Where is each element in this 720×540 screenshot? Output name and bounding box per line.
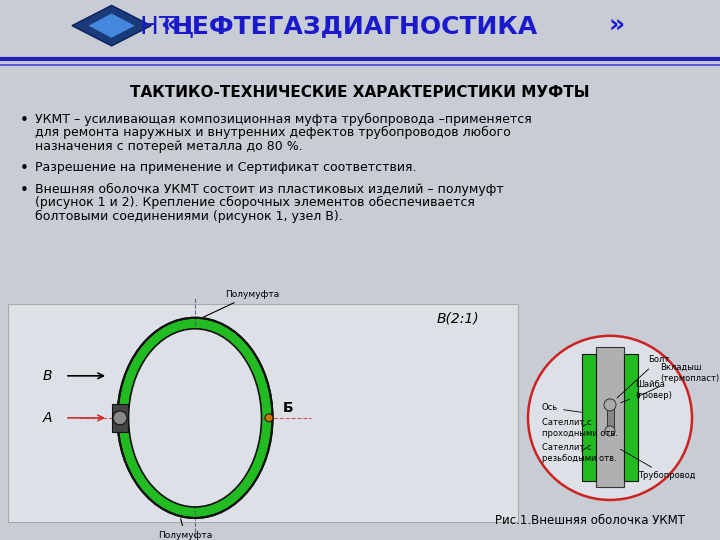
Text: Трубопровод: Трубопровод xyxy=(621,449,696,481)
Text: Внешняя оболочка УКМТ состоит из пластиковых изделий – полумуфт: Внешняя оболочка УКМТ состоит из пластик… xyxy=(35,183,504,195)
Polygon shape xyxy=(72,5,151,46)
Text: для ремонта наружных и внутренних дефектов трубопроводов любого: для ремонта наружных и внутренних дефект… xyxy=(35,126,510,139)
Text: B: B xyxy=(42,369,52,383)
Text: A: A xyxy=(42,411,52,425)
Text: »: » xyxy=(608,14,624,38)
Text: Вкладыш
(термопласт): Вкладыш (термопласт) xyxy=(637,363,719,397)
Text: Полумуфта: Полумуфта xyxy=(158,518,212,540)
Text: ТАКТИКО-ТЕХНИЧЕСКИЕ ХАРАКТЕРИСТИКИ МУФТЫ: ТАКТИКО-ТЕХНИЧЕСКИЕ ХАРАКТЕРИСТИКИ МУФТЫ xyxy=(130,85,590,99)
Polygon shape xyxy=(89,14,135,38)
Circle shape xyxy=(113,411,127,425)
Text: Болт: Болт xyxy=(617,355,670,398)
Ellipse shape xyxy=(119,319,271,517)
Ellipse shape xyxy=(128,329,261,507)
Text: Б: Б xyxy=(283,401,294,415)
Text: Сателлит с
резьбодыми отв.: Сателлит с резьбодыми отв. xyxy=(542,443,616,463)
Circle shape xyxy=(605,426,615,436)
Text: •: • xyxy=(20,183,29,198)
FancyBboxPatch shape xyxy=(112,404,128,432)
FancyBboxPatch shape xyxy=(607,407,614,429)
FancyBboxPatch shape xyxy=(8,303,518,522)
Text: Рис.1.Внешняя оболочка УКМТ: Рис.1.Внешняя оболочка УКМТ xyxy=(495,514,685,527)
Text: Шайба
(гровер): Шайба (гровер) xyxy=(621,380,672,403)
Circle shape xyxy=(604,399,616,411)
Text: •: • xyxy=(20,112,29,127)
Text: •: • xyxy=(20,161,29,176)
Text: НТЦ: НТЦ xyxy=(140,14,202,38)
FancyBboxPatch shape xyxy=(596,347,624,487)
Text: НЕФТЕГАЗДИАГНОСТИКА: НЕФТЕГАЗДИАГНОСТИКА xyxy=(171,14,538,38)
Text: Полумуфта: Полумуфта xyxy=(202,290,279,318)
Text: УКМТ – усиливающая композиционная муфта трубопровода –применяется: УКМТ – усиливающая композиционная муфта … xyxy=(35,112,532,126)
FancyBboxPatch shape xyxy=(624,354,638,481)
Text: (рисунок 1 и 2). Крепление сборочных элементов обеспечивается: (рисунок 1 и 2). Крепление сборочных эле… xyxy=(35,196,475,209)
Text: Ось: Ось xyxy=(542,403,583,413)
Text: назначения с потерей металла до 80 %.: назначения с потерей металла до 80 %. xyxy=(35,139,302,153)
Text: болтовыми соединениями (рисунок 1, узел В).: болтовыми соединениями (рисунок 1, узел … xyxy=(35,210,343,222)
Circle shape xyxy=(528,336,692,500)
FancyBboxPatch shape xyxy=(582,354,596,481)
Text: «: « xyxy=(160,14,176,38)
Text: B(2:1): B(2:1) xyxy=(437,312,480,326)
Text: Разрешение на применение и Сертификат соответствия.: Разрешение на применение и Сертификат со… xyxy=(35,161,416,174)
Circle shape xyxy=(265,414,273,422)
Ellipse shape xyxy=(117,318,272,518)
Text: Сателлит с
проходными отв.: Сателлит с проходными отв. xyxy=(542,418,618,437)
